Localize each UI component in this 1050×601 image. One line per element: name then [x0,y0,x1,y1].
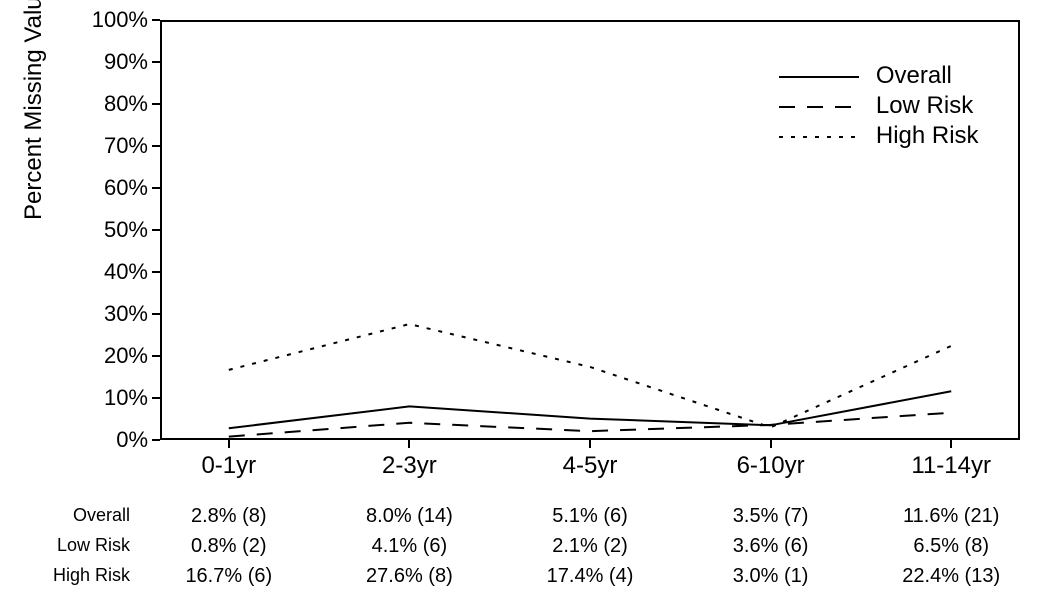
y-tick-label: 70% [104,133,148,159]
x-tick [950,440,952,448]
y-tick-label: 60% [104,175,148,201]
x-tick-label: 4-5yr [563,452,618,480]
table-row: High Risk 16.7% (6) 27.6% (8) 17.4% (4) 3.0%… [0,565,1050,595]
table-cell: 2.1% (2) [552,535,628,558]
table-cell: 3.6% (6) [733,535,809,558]
legend-label: Overall [869,62,952,89]
y-tick-label: 100% [92,7,148,33]
y-tick [152,187,160,189]
y-tick [152,313,160,315]
table-cell: 8.0% (14) [366,505,453,528]
y-tick-label: 90% [104,49,148,75]
legend-swatch [779,127,859,147]
x-tick [408,440,410,448]
x-tick [589,440,591,448]
x-tick-label: 0-1yr [201,452,256,480]
legend-item: High Risk [779,122,978,150]
legend-swatch [779,97,859,117]
x-tick-label: 6-10yr [737,452,805,480]
y-tick-label: 50% [104,217,148,243]
y-tick-label: 30% [104,301,148,327]
legend-item: Overall [779,62,952,90]
table-cell: 16.7% (6) [185,565,272,588]
x-tick-label: 2-3yr [382,452,437,480]
y-tick-label: 20% [104,343,148,369]
table-cell: 17.4% (4) [547,565,634,588]
table-row: Overall 2.8% (8) 8.0% (14) 5.1% (6) 3.5% (7)… [0,505,1050,535]
table-cell: 5.1% (6) [552,505,628,528]
table-row-label: High Risk [53,565,130,586]
table-cell: 3.5% (7) [733,505,809,528]
legend-item: Low Risk [779,92,973,120]
y-tick [152,19,160,21]
table-row: Low Risk 0.8% (2) 4.1% (6) 2.1% (2) 3.6% (6)… [0,535,1050,565]
table-cell: 27.6% (8) [366,565,453,588]
y-tick [152,229,160,231]
series-line-overall [229,391,951,428]
legend-label: Low Risk [869,92,973,119]
table-cell: 4.1% (6) [372,535,448,558]
x-tick [228,440,230,448]
series-line-low-risk [229,413,951,437]
y-tick-label: 40% [104,259,148,285]
legend-swatch [779,67,859,87]
table-cell: 2.8% (8) [191,505,267,528]
table-row-label: Low Risk [57,535,130,556]
y-tick [152,271,160,273]
table-cell: 6.5% (8) [913,535,989,558]
y-tick [152,397,160,399]
table-cell: 22.4% (13) [902,565,1000,588]
y-tick [152,145,160,147]
y-axis-label: Percent Missing Values [20,0,48,220]
y-tick-label: 0% [116,427,148,453]
x-tick-label: 11-14yr [911,452,991,480]
y-tick [152,355,160,357]
legend-label: High Risk [869,122,978,149]
table-cell: 11.6% (21) [903,505,999,528]
table-row-label: Overall [73,505,130,526]
y-tick [152,103,160,105]
y-tick [152,439,160,441]
table-cell: 0.8% (2) [191,535,267,558]
y-tick-label: 80% [104,91,148,117]
y-tick-label: 10% [104,385,148,411]
y-tick [152,61,160,63]
chart-container: { "chart": { "type": "line", "ylabel": "… [0,0,1050,601]
x-tick [770,440,772,448]
table-cell: 3.0% (1) [733,565,809,588]
